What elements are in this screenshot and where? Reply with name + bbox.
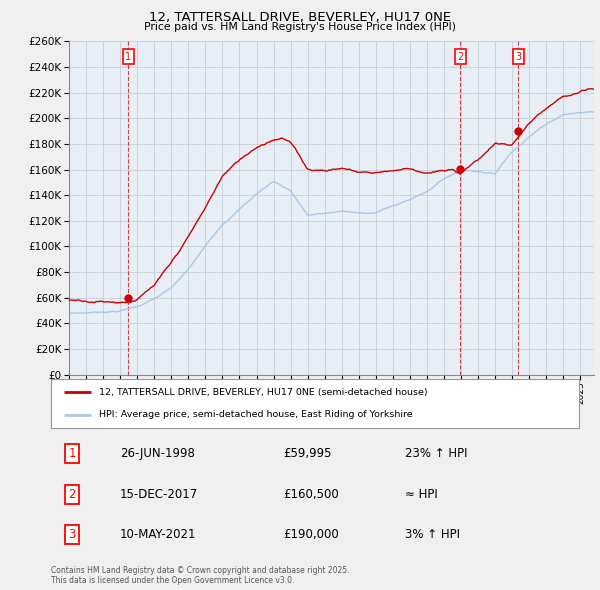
Text: 1: 1 bbox=[125, 51, 131, 61]
Text: 2: 2 bbox=[68, 487, 76, 501]
Text: ≈ HPI: ≈ HPI bbox=[405, 487, 437, 501]
Text: 12, TATTERSALL DRIVE, BEVERLEY, HU17 0NE: 12, TATTERSALL DRIVE, BEVERLEY, HU17 0NE bbox=[149, 11, 451, 24]
Text: £59,995: £59,995 bbox=[283, 447, 332, 460]
Text: 26-JUN-1998: 26-JUN-1998 bbox=[119, 447, 194, 460]
Text: 23% ↑ HPI: 23% ↑ HPI bbox=[405, 447, 467, 460]
Text: Contains HM Land Registry data © Crown copyright and database right 2025.
This d: Contains HM Land Registry data © Crown c… bbox=[51, 566, 349, 585]
Text: 10-MAY-2021: 10-MAY-2021 bbox=[119, 528, 196, 541]
Text: 3: 3 bbox=[515, 51, 521, 61]
Text: 2: 2 bbox=[457, 51, 463, 61]
Text: HPI: Average price, semi-detached house, East Riding of Yorkshire: HPI: Average price, semi-detached house,… bbox=[98, 410, 412, 419]
Text: £190,000: £190,000 bbox=[283, 528, 339, 541]
Text: 15-DEC-2017: 15-DEC-2017 bbox=[119, 487, 198, 501]
Text: Price paid vs. HM Land Registry's House Price Index (HPI): Price paid vs. HM Land Registry's House … bbox=[144, 22, 456, 32]
Text: 3: 3 bbox=[68, 528, 76, 541]
Text: 1: 1 bbox=[68, 447, 76, 460]
Text: 3% ↑ HPI: 3% ↑ HPI bbox=[405, 528, 460, 541]
Text: £160,500: £160,500 bbox=[283, 487, 339, 501]
Text: 12, TATTERSALL DRIVE, BEVERLEY, HU17 0NE (semi-detached house): 12, TATTERSALL DRIVE, BEVERLEY, HU17 0NE… bbox=[98, 388, 427, 397]
